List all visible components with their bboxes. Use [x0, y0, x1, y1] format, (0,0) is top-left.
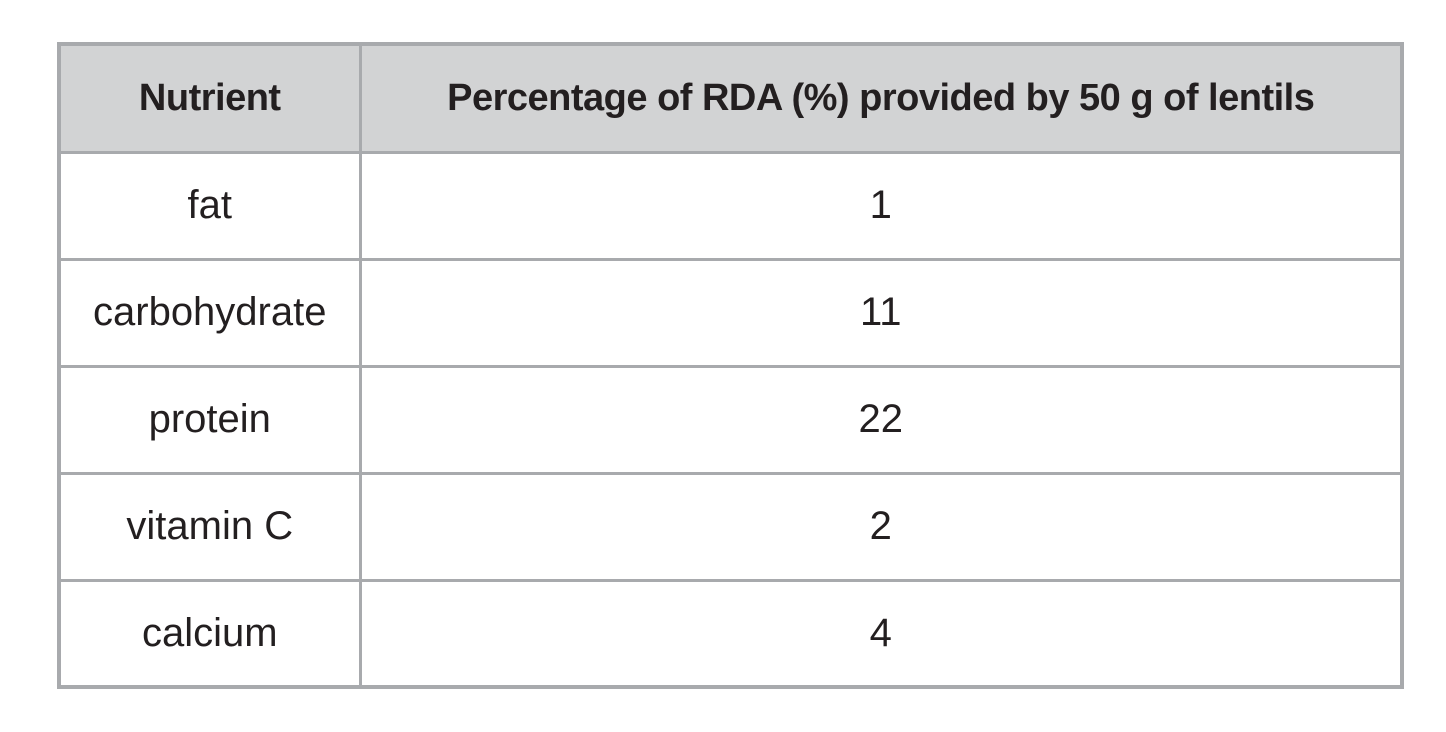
table-row: vitamin C 2 — [57, 471, 1404, 582]
table-header: Nutrient Percentage of RDA (%) provided … — [57, 42, 1404, 154]
table-row: carbohydrate 11 — [57, 257, 1404, 368]
nutrient-cell-fat: fat — [57, 150, 362, 261]
nutrient-cell-carbohydrate: carbohydrate — [57, 257, 362, 368]
table-row: calcium 4 — [57, 578, 1404, 689]
table-row: protein 22 — [57, 364, 1404, 475]
value-cell-vitamin-c: 2 — [358, 471, 1404, 582]
nutrient-cell-calcium: calcium — [57, 578, 362, 689]
value-cell-calcium: 4 — [358, 578, 1404, 689]
nutrient-cell-protein: protein — [57, 364, 362, 475]
nutrient-rda-table: Nutrient Percentage of RDA (%) provided … — [57, 42, 1404, 689]
table-body: fat 1 carbohydrate 11 protein 22 vitamin… — [57, 150, 1404, 689]
value-cell-carbohydrate: 11 — [358, 257, 1404, 368]
table-row: fat 1 — [57, 150, 1404, 261]
value-cell-fat: 1 — [358, 150, 1404, 261]
value-cell-protein: 22 — [358, 364, 1404, 475]
column-header-percentage-rda: Percentage of RDA (%) provided by 50 g o… — [358, 42, 1404, 154]
nutrient-cell-vitamin-c: vitamin C — [57, 471, 362, 582]
column-header-nutrient: Nutrient — [57, 42, 362, 154]
header-row: Nutrient Percentage of RDA (%) provided … — [57, 42, 1404, 154]
